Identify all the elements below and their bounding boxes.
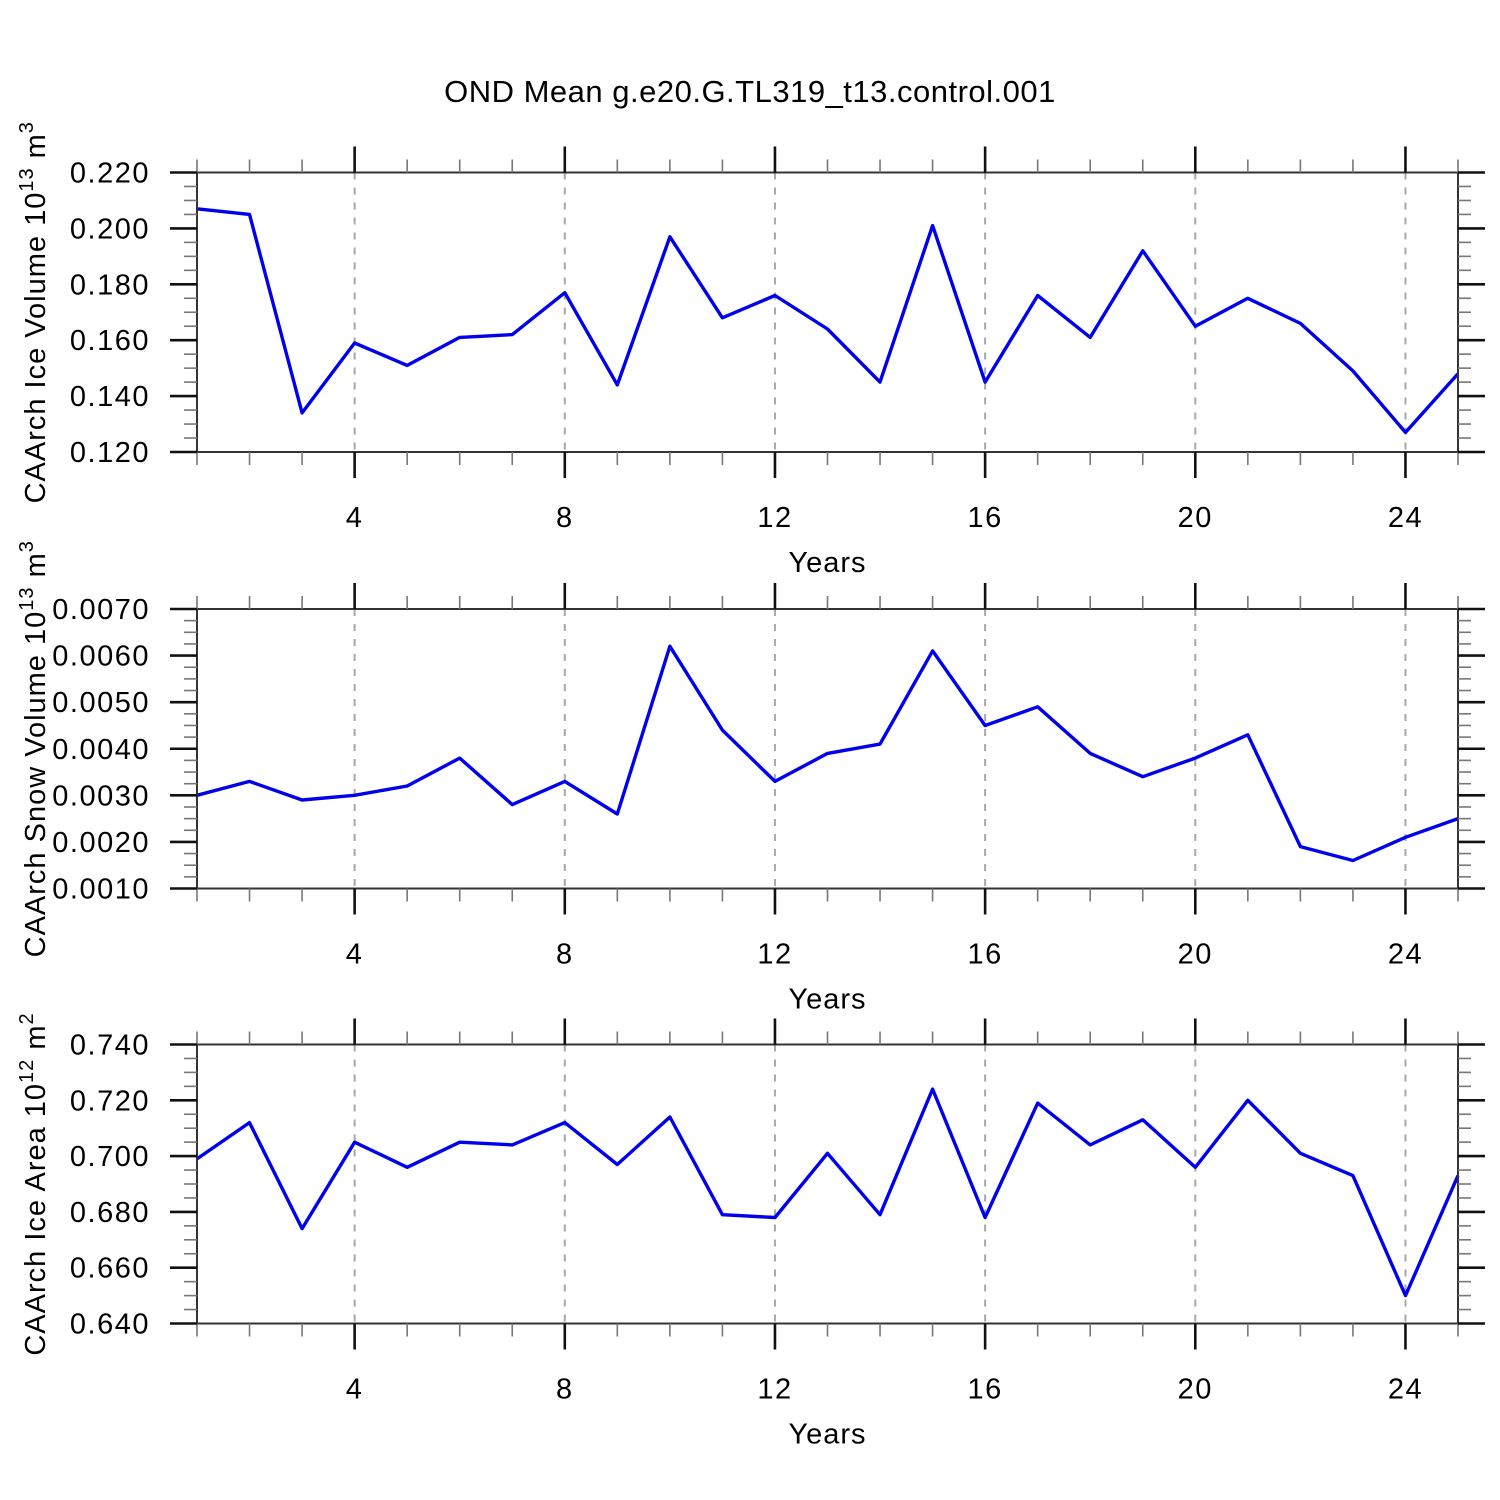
chart-ice-volume: 0.220 0.200 0.180 0.160 0.140 0.120 4 8 12 16 20 24…: [16, 121, 1485, 579]
x-tick-label: 16: [967, 502, 1002, 534]
x-tick-label: 12: [757, 502, 792, 534]
x-tick-label: 20: [1178, 502, 1213, 534]
y-tick-label: 0.720: [70, 1085, 150, 1117]
x-tick-label: 8: [556, 1374, 574, 1406]
y-tick-label: 0.0060: [52, 641, 150, 673]
y-tick-label: 0.660: [70, 1253, 150, 1285]
chart-snow-volume: 0.0070 0.0060 0.0050 0.0040 0.0030 0.0020 0.00…: [16, 540, 1485, 1016]
series-line: [196, 1087, 1460, 1298]
x-tick-label: 4: [346, 1374, 364, 1406]
plot-box: [196, 171, 1459, 453]
chart-ice-area: 0.740 0.720 0.700 0.680 0.660 0.640 4 8 12 16 20 24…: [16, 1012, 1485, 1451]
series-line: [196, 207, 1460, 435]
y-tick-label: 0.0040: [52, 734, 150, 766]
x-tick-label: 8: [556, 939, 574, 971]
x-tick-label: 24: [1388, 939, 1423, 971]
y-tick-label: 0.220: [70, 158, 150, 190]
y-tick-label: 0.740: [70, 1030, 150, 1062]
x-tick-label: 4: [346, 502, 364, 534]
y-tick-label: 0.160: [70, 325, 150, 357]
y-tick-label: 0.200: [70, 213, 150, 245]
series-line: [196, 644, 1459, 863]
x-tick-label: 4: [346, 939, 364, 971]
page-title: OND Mean g.e20.G.TL319_t13.control.001: [444, 74, 1056, 109]
y-tick-label: 0.700: [70, 1141, 150, 1173]
x-tick-label: 12: [757, 1374, 792, 1406]
plot-box: [196, 1043, 1459, 1325]
plot-box: [196, 608, 1459, 890]
y-tick-label: 0.120: [70, 437, 150, 469]
x-axis-title: Years: [788, 984, 866, 1016]
x-tick-label: 8: [556, 502, 574, 534]
y-axis-title: CAArch Ice Area 1012 m2: [16, 1012, 52, 1355]
x-tick-label: 24: [1388, 1374, 1423, 1406]
y-tick-label: 0.640: [70, 1309, 150, 1341]
y-tick-label: 0.680: [70, 1197, 150, 1229]
x-tick-label: 20: [1178, 939, 1213, 971]
x-axis-title: Years: [788, 547, 866, 579]
x-tick-label: 16: [967, 1374, 1002, 1406]
y-axis-title: CAArch Snow Volume 1013 m3: [16, 540, 52, 957]
y-tick-label: 0.0010: [52, 874, 150, 906]
y-tick-label: 0.0050: [52, 687, 150, 719]
x-tick-label: 16: [967, 939, 1002, 971]
x-tick-label: 12: [757, 939, 792, 971]
x-tick-label: 24: [1388, 502, 1423, 534]
y-axis-title: CAArch Ice Volume 1013 m3: [16, 121, 52, 503]
y-tick-label: 0.0020: [52, 827, 150, 859]
y-tick-label: 0.140: [70, 381, 150, 413]
y-tick-label: 0.0070: [52, 594, 150, 626]
x-axis-title: Years: [788, 1419, 866, 1451]
y-tick-label: 0.0030: [52, 780, 150, 812]
x-tick-label: 20: [1178, 1374, 1213, 1406]
y-tick-label: 0.180: [70, 269, 150, 301]
